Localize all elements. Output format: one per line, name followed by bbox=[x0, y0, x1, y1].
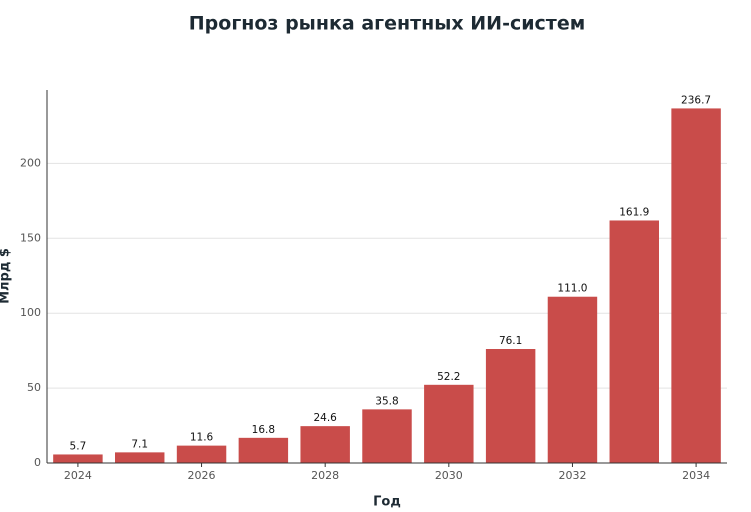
x-axis-label: Год bbox=[373, 495, 401, 510]
bar bbox=[547, 296, 598, 463]
value-label: 76.1 bbox=[499, 335, 522, 347]
bar bbox=[485, 349, 536, 463]
y-tick-label: 100 bbox=[20, 306, 41, 319]
x-tick-label: 2030 bbox=[435, 469, 463, 482]
bar bbox=[671, 108, 721, 464]
bar bbox=[53, 454, 103, 463]
value-label: 111.0 bbox=[557, 283, 587, 295]
y-axis-label: Млрд $ bbox=[0, 248, 13, 304]
bar bbox=[176, 445, 227, 463]
y-tick-label: 200 bbox=[20, 156, 41, 169]
value-label: 24.6 bbox=[313, 412, 337, 424]
x-tick-label: 2026 bbox=[188, 469, 216, 482]
value-label: 5.7 bbox=[70, 440, 87, 452]
x-tick-label: 2028 bbox=[311, 469, 339, 482]
y-tick-label: 0 bbox=[34, 456, 41, 469]
bar bbox=[238, 437, 289, 463]
bar bbox=[362, 409, 412, 463]
chart-title: Прогноз рынка агентных ИИ-систем bbox=[189, 13, 585, 35]
bar bbox=[115, 452, 165, 463]
x-tick-label: 2024 bbox=[64, 469, 92, 482]
x-tick-label: 2032 bbox=[558, 469, 586, 482]
x-tick-label: 2034 bbox=[682, 469, 710, 482]
value-label: 11.6 bbox=[190, 432, 214, 444]
y-tick-label: 150 bbox=[20, 231, 41, 244]
value-label: 52.2 bbox=[437, 371, 460, 383]
bar bbox=[609, 220, 659, 463]
value-label: 161.9 bbox=[619, 206, 649, 218]
value-label: 16.8 bbox=[252, 424, 275, 436]
value-label: 35.8 bbox=[375, 395, 398, 407]
value-label: 7.1 bbox=[131, 438, 148, 450]
value-label: 236.7 bbox=[681, 94, 711, 106]
bar bbox=[300, 426, 350, 463]
bar bbox=[424, 384, 474, 463]
y-tick-label: 50 bbox=[27, 381, 41, 394]
